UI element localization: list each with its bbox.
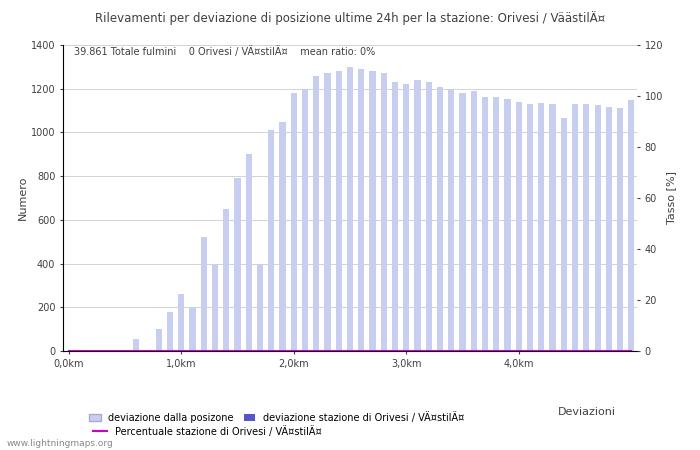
Bar <box>324 73 330 351</box>
Bar <box>268 130 274 351</box>
Bar <box>189 307 195 351</box>
Bar <box>550 104 556 351</box>
Bar <box>347 67 353 351</box>
Bar <box>617 108 623 351</box>
Bar <box>459 93 466 351</box>
Bar <box>302 89 308 351</box>
Text: www.lightningmaps.org: www.lightningmaps.org <box>7 439 113 448</box>
Bar <box>358 69 364 351</box>
Bar <box>448 89 454 351</box>
Bar <box>212 264 218 351</box>
Bar <box>561 118 567 351</box>
Bar <box>594 105 601 351</box>
Bar <box>167 312 173 351</box>
Text: 39.861 Totale fulmini    0 Orivesi / VÄ¤stilÄ¤    mean ratio: 0%: 39.861 Totale fulmini 0 Orivesi / VÄ¤sti… <box>74 46 376 58</box>
Bar <box>470 91 477 351</box>
Bar <box>583 104 589 351</box>
Text: Rilevamenti per deviazione di posizione ultime 24h per la stazione: Orivesi / Vä: Rilevamenti per deviazione di posizione … <box>95 11 605 25</box>
Y-axis label: Numero: Numero <box>18 176 28 220</box>
Bar <box>606 107 612 351</box>
Bar <box>482 98 488 351</box>
Y-axis label: Tasso [%]: Tasso [%] <box>666 171 676 225</box>
Bar <box>246 154 252 351</box>
Bar <box>313 76 319 351</box>
Bar <box>381 73 387 351</box>
Bar <box>426 82 432 351</box>
Text: Deviazioni: Deviazioni <box>558 407 616 417</box>
Bar <box>178 294 184 351</box>
Bar <box>414 80 421 351</box>
Bar <box>201 237 206 351</box>
Bar <box>290 93 297 351</box>
Legend: Percentuale stazione di Orivesi / VÄ¤stilÄ¤: Percentuale stazione di Orivesi / VÄ¤sti… <box>89 422 326 441</box>
Bar <box>527 104 533 351</box>
Bar <box>257 264 263 351</box>
Bar <box>494 98 499 351</box>
Bar <box>629 99 634 351</box>
Bar <box>223 209 230 351</box>
Bar <box>437 86 443 351</box>
Bar <box>572 104 578 351</box>
Bar <box>538 103 545 351</box>
Bar <box>392 82 398 351</box>
Bar <box>403 84 410 351</box>
Bar <box>133 339 139 351</box>
Bar <box>155 329 162 351</box>
Bar <box>336 71 342 351</box>
Bar <box>516 102 522 351</box>
Bar <box>505 99 511 351</box>
Bar <box>234 178 241 351</box>
Bar <box>279 122 286 351</box>
Legend: deviazione dalla posizone, deviazione stazione di Orivesi / VÄ¤stilÄ¤: deviazione dalla posizone, deviazione st… <box>89 412 464 423</box>
Bar <box>370 71 376 351</box>
